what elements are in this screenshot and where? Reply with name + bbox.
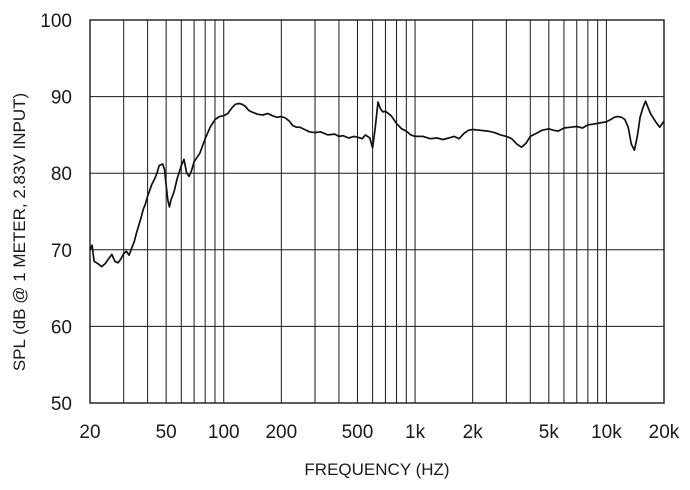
- x-tick-label: 500: [342, 422, 374, 443]
- y-tick-label: 80: [51, 164, 72, 185]
- y-axis-label: SPL (dB @ 1 METER, 2.83V INPUT): [10, 93, 29, 371]
- plot-frame: [89, 19, 665, 404]
- x-axis-label: FREQUENCY (HZ): [304, 460, 449, 479]
- y-tick-label: 60: [51, 317, 72, 338]
- x-tick-label: 10k: [591, 422, 622, 443]
- x-tick-labels: 20 50 100 200 500 1k 2k 5k 10k 20k: [79, 422, 679, 443]
- x-tick-label: 20: [79, 422, 100, 443]
- x-tick-label: 50: [156, 422, 177, 443]
- major-grid: [90, 20, 664, 403]
- minor-grid: [123, 20, 599, 403]
- y-tick-label: 100: [40, 11, 72, 32]
- x-tick-label: 20k: [649, 422, 680, 443]
- x-tick-label: 200: [265, 422, 297, 443]
- x-tick-label: 1k: [405, 422, 426, 443]
- x-tick-label: 100: [208, 422, 240, 443]
- y-tick-label: 50: [51, 394, 72, 415]
- y-tick-label: 70: [51, 241, 72, 262]
- spl-response-line: [89, 100, 665, 268]
- y-tick-label: 90: [51, 88, 72, 109]
- x-tick-label: 2k: [463, 422, 484, 443]
- y-tick-labels: 50 60 70 80 90 100: [40, 11, 72, 415]
- x-tick-label: 5k: [539, 422, 560, 443]
